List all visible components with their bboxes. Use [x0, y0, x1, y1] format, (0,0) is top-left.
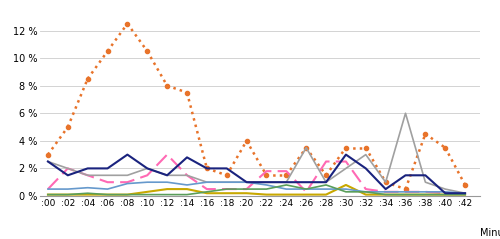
Text: Minutes: Minutes: [480, 228, 500, 238]
